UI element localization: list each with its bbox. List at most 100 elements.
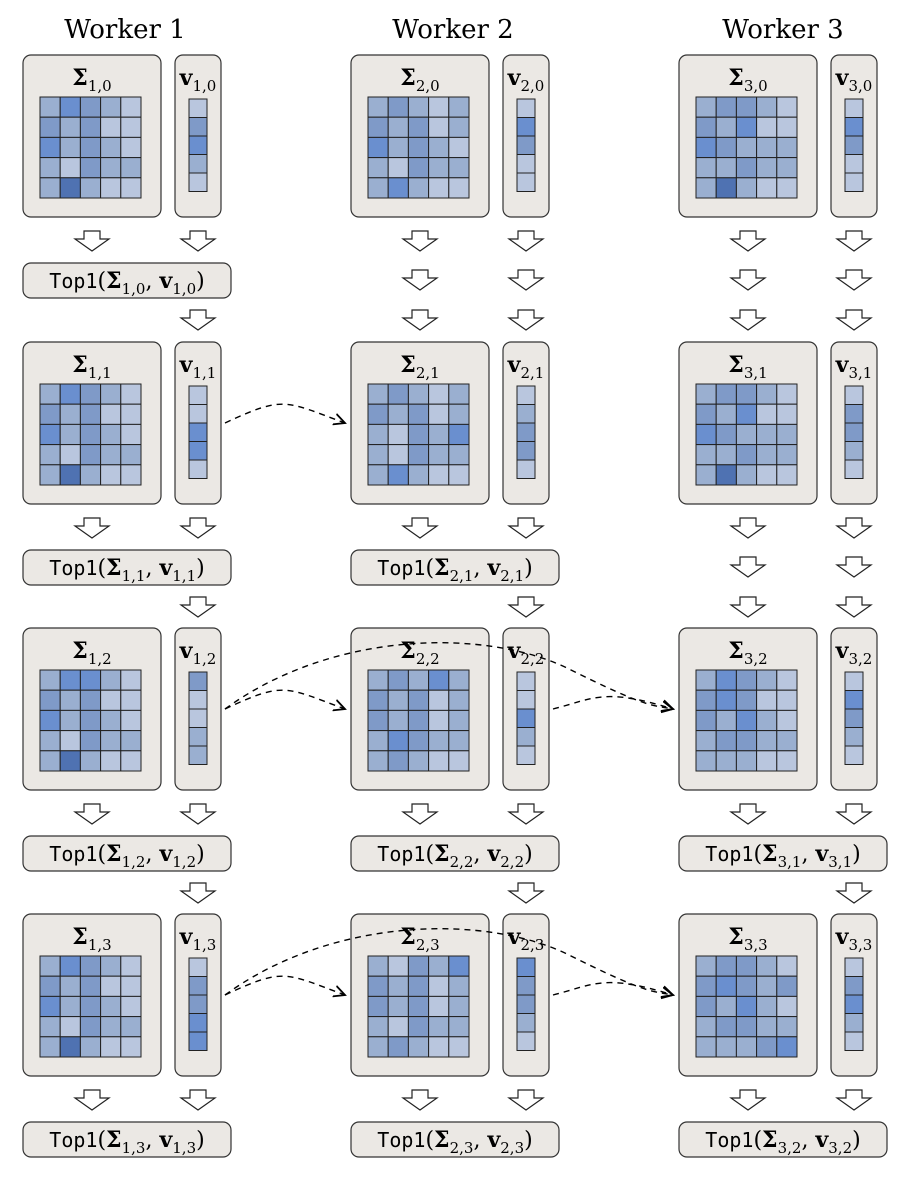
matrix-cell [101, 1017, 121, 1037]
transfer-arrow [553, 983, 673, 995]
matrix-cell [449, 976, 469, 996]
matrix-cell [121, 751, 141, 771]
vector-box: v2,2 [503, 628, 549, 790]
matrix-cell [80, 117, 100, 137]
matrix-cell [777, 976, 797, 996]
matrix-box: Σ2,3 [351, 914, 489, 1076]
vector-cell [189, 709, 207, 728]
matrix-cell [80, 445, 100, 465]
matrix-cell [716, 751, 736, 771]
matrix-cell [696, 751, 716, 771]
vector-cell [845, 728, 863, 747]
vector-box: v1,1 [175, 342, 221, 504]
down-arrow-icon [509, 804, 543, 824]
matrix-cell [80, 710, 100, 730]
matrix-cell [449, 670, 469, 690]
matrix-cell [757, 404, 777, 424]
top1-box: Top1(Σ3,1, v3,1) [679, 836, 887, 871]
matrix-cell [429, 710, 449, 730]
matrix-cell [368, 404, 388, 424]
matrix-box: Σ3,0 [679, 55, 817, 217]
transfer-arrow [225, 976, 345, 995]
matrix-cell [429, 751, 449, 771]
matrix-cell [408, 97, 428, 117]
matrix-cell [696, 465, 716, 485]
matrix-box: Σ2,0 [351, 55, 489, 217]
matrix-cell [80, 404, 100, 424]
matrix-cell [408, 670, 428, 690]
matrix-cell [60, 158, 80, 178]
matrix-cell [408, 976, 428, 996]
matrix-cell [121, 404, 141, 424]
matrix-cell [696, 731, 716, 751]
down-arrow-icon [731, 518, 765, 538]
down-arrow-icon [837, 597, 871, 617]
matrix-box: Σ3,1 [679, 342, 817, 504]
matrix-cell [368, 670, 388, 690]
matrix-cell [60, 670, 80, 690]
matrix-cell [736, 384, 756, 404]
vector-cell [517, 958, 535, 977]
matrix-cell [408, 404, 428, 424]
flow [731, 518, 871, 617]
matrix-cell [80, 731, 100, 751]
vector-cell [189, 460, 207, 479]
matrix-cell [736, 445, 756, 465]
vector-cell [189, 691, 207, 710]
matrix-box: Σ3,3 [679, 914, 817, 1076]
matrix-cell [101, 751, 121, 771]
vector-cell [189, 728, 207, 747]
matrix-cell [696, 976, 716, 996]
matrix-cell [60, 137, 80, 157]
matrix-cell [757, 956, 777, 976]
matrix-cell [101, 976, 121, 996]
matrix-cell [777, 137, 797, 157]
matrix-cell [368, 384, 388, 404]
matrix-cell [60, 996, 80, 1016]
matrix-cell [80, 1037, 100, 1057]
down-arrow-icon [509, 883, 543, 903]
matrix-cell [80, 956, 100, 976]
matrix-cell [40, 384, 60, 404]
vector-cell [845, 672, 863, 691]
matrix-cell [757, 1017, 777, 1037]
matrix-cell [757, 445, 777, 465]
matrix-cell [408, 731, 428, 751]
matrix-cell [101, 690, 121, 710]
matrix-cell [101, 445, 121, 465]
matrix-cell [101, 158, 121, 178]
matrix-cell [449, 384, 469, 404]
vector-cell [517, 173, 535, 192]
matrix-cell [449, 1017, 469, 1037]
matrix-cell [696, 158, 716, 178]
matrix-cell [757, 137, 777, 157]
matrix-cell [716, 137, 736, 157]
down-arrow-icon [837, 231, 871, 251]
down-arrow-icon [403, 1090, 437, 1110]
vector-cell [845, 136, 863, 155]
matrix-cell [388, 384, 408, 404]
matrix-cell [716, 158, 736, 178]
matrix-cell [388, 1037, 408, 1057]
matrix-cell [449, 731, 469, 751]
matrix-cell [40, 117, 60, 137]
matrix-cell [429, 690, 449, 710]
matrix-cell [696, 956, 716, 976]
flow: Top1(Σ3,2, v3,2) [679, 1090, 887, 1157]
matrix-cell [101, 710, 121, 730]
matrix-cell [408, 710, 428, 730]
vector-cell [845, 746, 863, 765]
matrix-cell [40, 996, 60, 1016]
matrix-cell [777, 710, 797, 730]
down-arrow-icon [837, 1090, 871, 1110]
matrix-cell [121, 465, 141, 485]
matrix-cell [408, 424, 428, 444]
vector-cell [189, 118, 207, 137]
matrix-cell [716, 424, 736, 444]
matrix-cell [716, 404, 736, 424]
vector-cell [189, 173, 207, 192]
vector-cell [845, 173, 863, 192]
matrix-cell [388, 424, 408, 444]
vector-box: v3,2 [831, 628, 877, 790]
matrix-cell [40, 1037, 60, 1057]
